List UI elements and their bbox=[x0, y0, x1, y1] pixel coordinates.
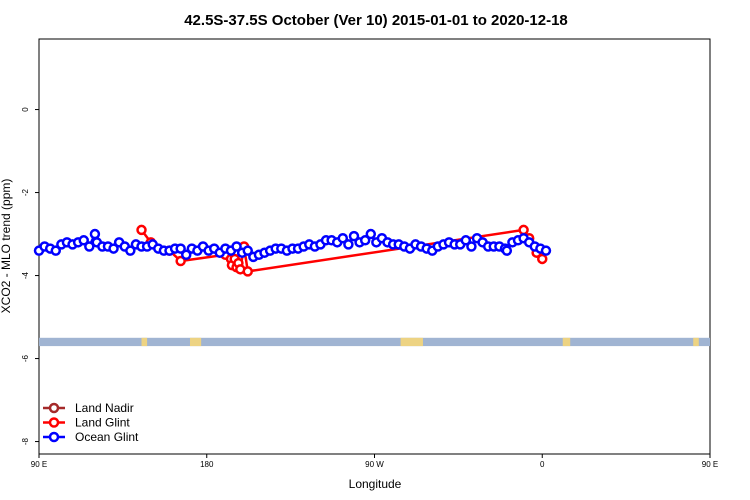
legend-marker bbox=[48, 431, 60, 443]
coverage-highlight bbox=[189, 337, 202, 347]
series-ocean-glint bbox=[33, 228, 552, 263]
data-point bbox=[84, 241, 95, 252]
data-point bbox=[125, 245, 136, 256]
data-point bbox=[242, 245, 254, 256]
data-point bbox=[365, 228, 377, 240]
x-tick-label: 0 bbox=[540, 460, 545, 469]
y-tick-label: -8 bbox=[21, 437, 30, 445]
y-tick-label: -2 bbox=[21, 188, 30, 196]
chart-title: 42.5S-37.5S October (Ver 10) 2015-01-01 … bbox=[184, 12, 568, 29]
data-point bbox=[242, 266, 254, 277]
x-tick-label: 90 W bbox=[365, 460, 384, 469]
coverage-band bbox=[39, 337, 710, 347]
data-point bbox=[108, 243, 119, 254]
coverage-highlight bbox=[562, 337, 571, 347]
y-tick-label: -4 bbox=[21, 271, 30, 279]
data-point bbox=[343, 239, 354, 250]
legend-label: Land Nadir bbox=[75, 401, 134, 415]
legend-label: Ocean Glint bbox=[75, 430, 139, 444]
y-axis-label: XCO2 - MLO trend (ppm) bbox=[0, 179, 13, 314]
data-point bbox=[348, 230, 360, 242]
data-point bbox=[78, 235, 89, 246]
data-point bbox=[540, 245, 552, 256]
data-point bbox=[460, 235, 472, 246]
y-axis: 0 -2 -4 -6 -8 bbox=[21, 107, 39, 445]
data-point bbox=[231, 241, 242, 252]
legend-marker bbox=[48, 402, 60, 414]
data-point bbox=[136, 224, 147, 236]
legend-marker bbox=[48, 417, 60, 428]
coverage-highlight bbox=[693, 337, 699, 347]
y-tick-label: -6 bbox=[21, 354, 30, 362]
band-layer bbox=[39, 337, 710, 347]
data-point bbox=[180, 249, 192, 261]
x-axis-label: Longitude bbox=[349, 477, 402, 491]
coverage-highlight bbox=[141, 337, 148, 347]
series-layer bbox=[33, 224, 552, 277]
data-point bbox=[518, 224, 529, 236]
x-tick-label: 90 E bbox=[31, 460, 47, 469]
data-point bbox=[89, 228, 101, 240]
legend-label: Land Glint bbox=[75, 416, 130, 430]
data-point bbox=[175, 243, 186, 254]
data-point bbox=[50, 245, 62, 256]
x-axis: 90 E 180 90 W 0 90 E bbox=[31, 454, 718, 469]
data-point bbox=[537, 253, 548, 265]
x-tick-label: 90 E bbox=[702, 460, 718, 469]
data-point bbox=[175, 255, 186, 267]
x-tick-label: 180 bbox=[200, 460, 214, 469]
coverage-highlight bbox=[400, 337, 423, 347]
data-point bbox=[466, 241, 477, 252]
data-point bbox=[359, 235, 371, 246]
data-point bbox=[501, 245, 513, 256]
y-tick-label: 0 bbox=[21, 107, 30, 112]
data-point bbox=[337, 232, 349, 244]
